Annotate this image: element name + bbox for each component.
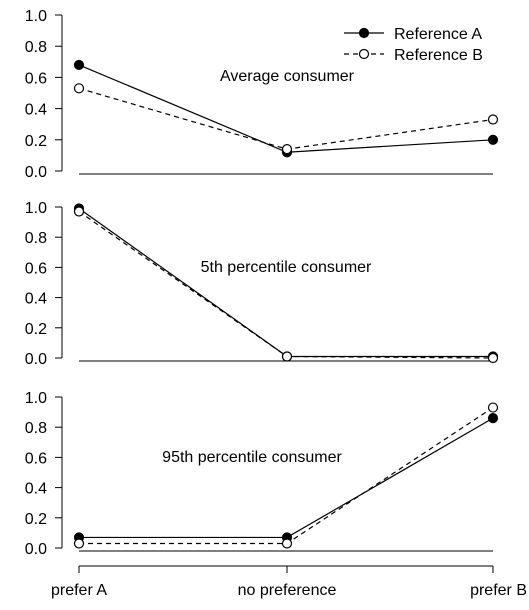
- y-tick-label: 0.4: [25, 481, 47, 498]
- y-tick-label: 0.2: [25, 511, 47, 528]
- panel-2: 0.0 0.2 0.4 0.6 0.8 1.0 5th percentile consume…: [25, 200, 499, 368]
- legend-marker-reference-b: [358, 48, 370, 60]
- panel-annotation: Average consumer: [220, 68, 355, 85]
- y-tick-label: 0.2: [25, 321, 47, 338]
- point-reference-a: [73, 59, 85, 71]
- x-tick-label: prefer A: [51, 582, 107, 599]
- y-tick-label: 0.8: [25, 420, 47, 437]
- y-tick-label: 0.0: [25, 351, 47, 368]
- x-tick-label: prefer B: [470, 582, 527, 599]
- point-reference-b: [281, 351, 293, 362]
- panel-1: 0.0 0.2 0.4 0.6 0.8 1.0 Average consumer: [25, 8, 499, 181]
- legend-marker-reference-a: [358, 27, 370, 39]
- y-tick-label: 0.4: [25, 291, 47, 308]
- point-reference-b: [73, 538, 85, 549]
- series-line-reference-a: [79, 417, 494, 539]
- point-reference-a: [487, 413, 499, 424]
- legend: Reference A Reference B: [344, 26, 483, 64]
- panel-annotation: 5th percentile consumer: [201, 259, 372, 276]
- y-tick-label: 1.0: [25, 8, 47, 25]
- y-tick-label: 1.0: [25, 200, 47, 217]
- point-reference-b: [281, 144, 293, 155]
- x-tick-label: no preference: [238, 582, 337, 599]
- y-tick-label: 0.2: [25, 133, 47, 150]
- point-reference-a: [487, 134, 499, 145]
- y-tick-label: 0.6: [25, 450, 47, 467]
- point-reference-b: [281, 538, 293, 549]
- y-tick-label: 0.4: [25, 102, 47, 119]
- panel-annotation: 95th percentile consumer: [162, 449, 342, 466]
- point-reference-b: [487, 114, 499, 125]
- y-tick-label: 0.8: [25, 230, 47, 247]
- point-reference-b: [487, 402, 499, 413]
- panel-3: 0.0 0.2 0.4 0.6 0.8 1.0 95th percentile consum…: [25, 390, 499, 558]
- series-line-reference-b: [78, 211, 494, 359]
- legend-label-reference-b: Reference B: [394, 47, 483, 64]
- point-reference-b: [73, 206, 85, 217]
- legend-label-reference-a: Reference A: [394, 26, 482, 43]
- point-reference-b: [73, 83, 85, 94]
- y-tick-label: 0.0: [25, 164, 47, 181]
- series-line-reference-a: [78, 208, 493, 358]
- series-line-reference-b: [79, 407, 494, 545]
- y-tick-label: 0.8: [25, 39, 47, 56]
- y-tick-label: 0.6: [25, 260, 47, 277]
- y-tick-label: 0.0: [25, 541, 47, 558]
- point-reference-b: [487, 352, 499, 364]
- y-tick-label: 0.6: [25, 70, 47, 87]
- y-tick-label: 1.0: [25, 390, 47, 407]
- series-line-reference-b: [78, 87, 494, 150]
